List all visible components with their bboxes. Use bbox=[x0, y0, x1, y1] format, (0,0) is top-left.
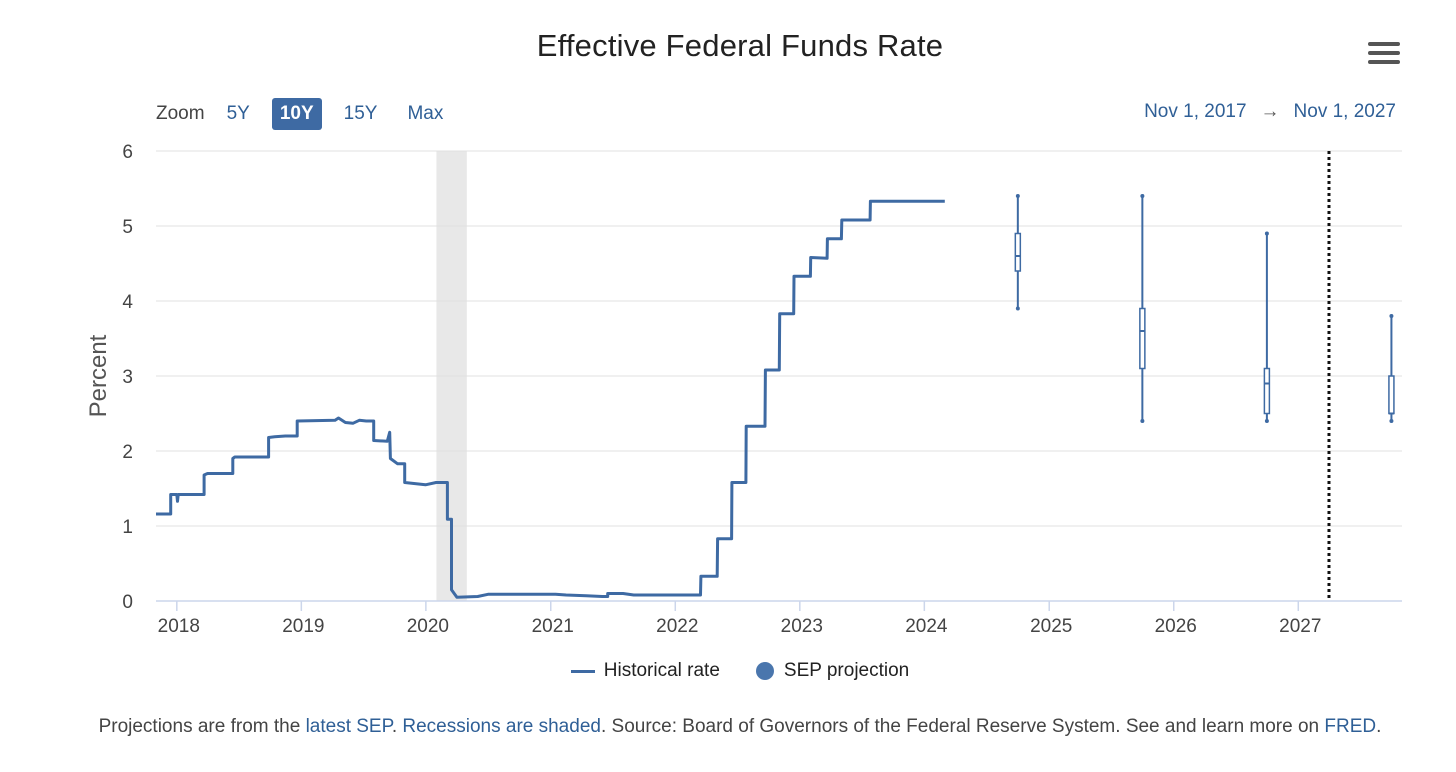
legend-label-projection: SEP projection bbox=[783, 660, 910, 681]
latest-sep-link[interactable]: latest SEP bbox=[305, 716, 392, 737]
whisker-cap-high bbox=[1015, 194, 1020, 198]
iqr-box bbox=[1139, 307, 1146, 370]
x-tick-label: 2023 bbox=[781, 616, 823, 637]
sep-projection-box bbox=[1014, 194, 1022, 311]
sep-projection-box bbox=[1388, 314, 1395, 423]
zoom-10y-button[interactable]: 10Y bbox=[271, 98, 322, 130]
menu-bar bbox=[1368, 60, 1400, 64]
iqr-box bbox=[1014, 232, 1022, 272]
date-range-arrow-icon: → bbox=[1260, 101, 1280, 122]
x-tick-label: 2019 bbox=[282, 616, 324, 637]
sep-projection-box bbox=[1263, 231, 1271, 423]
y-tick-label: 2 bbox=[122, 442, 133, 463]
zoom-15y-button[interactable]: 15Y bbox=[343, 103, 378, 124]
y-tick-label: 0 bbox=[122, 592, 133, 613]
whisker-cap-high bbox=[1389, 314, 1394, 318]
chart-title: Effective Federal Funds Rate bbox=[536, 28, 944, 63]
y-tick-label: 6 bbox=[122, 142, 133, 163]
whisker-cap-low bbox=[1264, 419, 1269, 423]
whisker-cap-low bbox=[1140, 419, 1145, 423]
x-tick-label: 2024 bbox=[905, 616, 948, 637]
y-tick-label: 5 bbox=[122, 217, 133, 238]
x-tick-label: 2025 bbox=[1030, 616, 1072, 637]
x-tick-label: 2020 bbox=[407, 616, 449, 637]
menu-bar bbox=[1368, 51, 1400, 55]
whisker-cap-low bbox=[1389, 419, 1394, 423]
y-tick-label: 1 bbox=[122, 517, 133, 538]
iqr-box bbox=[1388, 375, 1395, 415]
legend-dot-icon bbox=[755, 662, 774, 680]
historical-rate-line bbox=[156, 199, 945, 599]
zoom-label: Zoom bbox=[156, 103, 205, 124]
recessions-link[interactable]: Recessions are shaded bbox=[402, 716, 601, 737]
legend-item-projection[interactable]: SEP projection bbox=[755, 660, 910, 682]
zoom-max-button[interactable]: Max bbox=[407, 103, 444, 124]
y-tick-label: 3 bbox=[122, 367, 133, 388]
x-tick-label: 2018 bbox=[158, 616, 200, 637]
fred-link[interactable]: FRED bbox=[1324, 716, 1377, 737]
sep-projection-box bbox=[1139, 194, 1146, 423]
whisker-cap-low bbox=[1015, 306, 1020, 311]
zoom-5y-button[interactable]: 5Y bbox=[226, 103, 250, 124]
x-tick-label: 2021 bbox=[532, 616, 574, 637]
x-tick-label: 2026 bbox=[1155, 616, 1197, 637]
caption-text-3: . Source: Board of Governors of the Fede… bbox=[600, 716, 1325, 737]
caption-text-2: . bbox=[391, 716, 403, 737]
caption-text-4: . bbox=[1376, 716, 1382, 737]
y-tick-label: 4 bbox=[122, 292, 133, 313]
legend-line-icon bbox=[570, 669, 595, 673]
x-tick-label: 2022 bbox=[656, 616, 698, 637]
caption-text-1: Projections are from the bbox=[98, 716, 306, 737]
menu-bar bbox=[1368, 42, 1400, 46]
whisker-cap-high bbox=[1264, 231, 1269, 236]
date-range-end[interactable]: Nov 1, 2027 bbox=[1293, 101, 1396, 122]
date-range: Nov 1, 2017 → Nov 1, 2027 bbox=[1144, 101, 1396, 123]
legend-item-historical[interactable]: Historical rate bbox=[570, 660, 720, 682]
chart-caption: Projections are from the latest SEP. Rec… bbox=[0, 716, 1456, 738]
zoom-bar: Zoom 5Y 10Y 15Y Max bbox=[156, 96, 465, 132]
whisker-cap-high bbox=[1140, 194, 1145, 198]
iqr-box bbox=[1263, 367, 1271, 415]
legend-label-historical: Historical rate bbox=[603, 660, 720, 681]
date-range-start[interactable]: Nov 1, 2017 bbox=[1144, 101, 1247, 122]
chart-legend: Historical rate SEP projection bbox=[0, 660, 1456, 682]
y-axis-title: Percent bbox=[85, 334, 112, 417]
hamburger-menu-icon[interactable] bbox=[1368, 42, 1400, 70]
x-tick-label: 2027 bbox=[1279, 616, 1321, 637]
chart-plot: 0 1 2 3 4 5 6 2018 2019 2020 2021 2022 2023 2024 2025 2… bbox=[85, 142, 1402, 637]
